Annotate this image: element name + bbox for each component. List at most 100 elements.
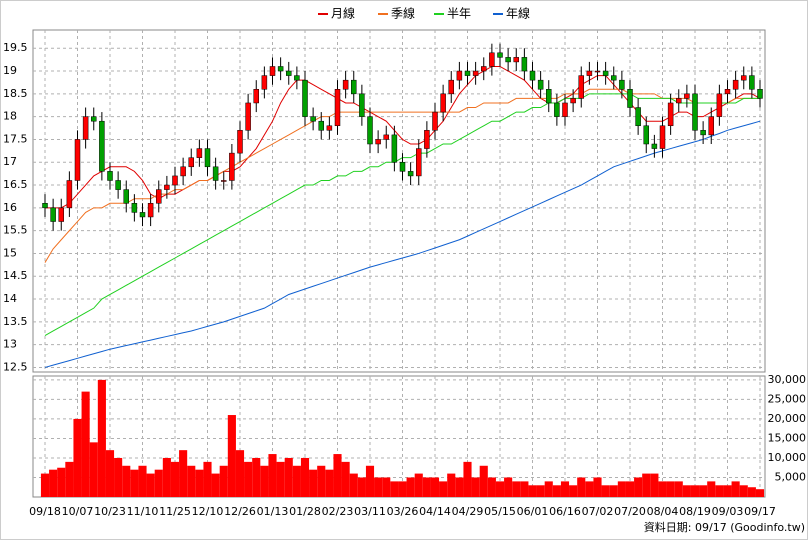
- candle-body: [554, 102, 560, 117]
- candle-body: [180, 166, 186, 177]
- volume-bar: [179, 450, 188, 497]
- volume-bar: [430, 477, 440, 497]
- candle-body: [359, 93, 365, 117]
- x-tick-label: 03/11: [354, 505, 386, 518]
- candle-body: [489, 52, 495, 67]
- volume-bar: [292, 465, 301, 497]
- candle-body: [643, 125, 649, 145]
- candle-body: [212, 166, 219, 181]
- candle-body: [407, 171, 414, 177]
- volume-bar: [658, 481, 667, 497]
- candle-body: [172, 175, 178, 186]
- volume-bar: [341, 461, 350, 497]
- y-tick-label: 13.5: [3, 315, 28, 328]
- y-tick-label: 14.5: [3, 269, 28, 282]
- y2-tick-label: 15,000: [768, 431, 807, 444]
- y-tick-label: 18: [3, 110, 17, 123]
- x-tick-label: 11/25: [159, 505, 191, 518]
- candle-body: [635, 107, 641, 127]
- candle-body: [326, 125, 333, 131]
- candle-body: [188, 157, 194, 168]
- volume-bar: [439, 481, 448, 497]
- y2-tick-label: 10,000: [768, 451, 807, 464]
- volume-bar: [455, 477, 464, 497]
- volume-bar: [560, 481, 570, 497]
- candle-body: [497, 52, 503, 58]
- candle-body: [757, 89, 763, 99]
- volume-bar: [495, 481, 505, 497]
- y2-tick-label: 30,000: [768, 373, 807, 386]
- x-tick-label: 03/26: [387, 505, 419, 518]
- volume-bar: [154, 469, 163, 497]
- volume-bar: [625, 481, 635, 497]
- legend-label: 月線: [331, 6, 355, 21]
- candle-body: [749, 75, 755, 90]
- candle-body: [732, 79, 739, 90]
- y-tick-label: 16.5: [3, 178, 28, 191]
- volume-bar: [146, 473, 155, 497]
- candle-body: [716, 93, 723, 117]
- volume-bar: [357, 477, 366, 497]
- volume-bar: [300, 457, 310, 497]
- candle-body: [472, 70, 479, 76]
- candle-body: [277, 66, 284, 72]
- x-tick-label: 09/03: [712, 505, 744, 518]
- x-tick-label: 04/14: [419, 505, 451, 518]
- candle-body: [578, 75, 584, 99]
- candle-body: [529, 70, 536, 81]
- volume-bar: [284, 457, 293, 497]
- volume-bar: [211, 473, 220, 497]
- candle-body: [82, 116, 89, 140]
- candle-body: [123, 189, 129, 204]
- candle-body: [505, 57, 511, 63]
- volume-bar: [577, 477, 586, 497]
- legend-label: 年線: [506, 6, 530, 21]
- y-tick-label: 19.5: [3, 41, 28, 54]
- volume-bar: [105, 450, 115, 497]
- volume-bar: [138, 465, 147, 497]
- candle-body: [627, 89, 633, 108]
- x-tick-label: 08/19: [679, 505, 711, 518]
- price-panel: [32, 29, 766, 373]
- legend-label: 季線: [391, 6, 415, 21]
- volume-bar: [382, 477, 391, 497]
- x-tick-label: 08/04: [647, 505, 679, 518]
- x-tick-label: 02/23: [322, 505, 354, 518]
- candle-body: [667, 102, 674, 127]
- volume-bar: [479, 465, 488, 497]
- candle-body: [351, 79, 357, 95]
- candle-body: [245, 102, 251, 131]
- x-tick-label: 07/20: [614, 505, 646, 518]
- volume-bar: [609, 485, 618, 497]
- volume-bar: [747, 487, 756, 497]
- volume-bar: [593, 477, 602, 497]
- volume-bar: [650, 473, 659, 497]
- candle-body: [440, 93, 446, 113]
- volume-bar: [617, 481, 626, 497]
- candle-body: [310, 116, 316, 122]
- y-tick-label: 19: [3, 64, 17, 77]
- candle-body: [513, 57, 519, 63]
- volume-bar: [374, 477, 383, 497]
- candle-body: [253, 89, 259, 104]
- volume-bar: [447, 473, 456, 497]
- x-tick-label: 07/02: [582, 505, 614, 518]
- y-tick-label: 16: [3, 201, 17, 214]
- candle-body: [448, 79, 454, 95]
- volume-bar: [89, 442, 98, 497]
- candle-body: [611, 75, 617, 81]
- volume-bar: [235, 450, 245, 497]
- volume-bar: [406, 477, 415, 497]
- candle-body: [286, 70, 292, 76]
- x-tick-label: 05/15: [484, 505, 516, 518]
- volume-bar: [504, 477, 513, 497]
- candle-body: [342, 79, 349, 90]
- volume-bar: [40, 473, 50, 497]
- candle-body: [456, 70, 463, 81]
- candle-body: [424, 130, 430, 149]
- volume-bar: [512, 481, 521, 497]
- volume-bar: [699, 485, 708, 497]
- candle-body: [464, 70, 471, 76]
- candle-body: [50, 207, 56, 222]
- volume-bar: [536, 485, 545, 497]
